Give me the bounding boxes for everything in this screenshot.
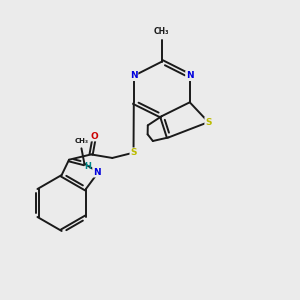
Text: H: H: [85, 162, 92, 171]
Text: N: N: [93, 168, 100, 177]
Text: S: S: [130, 148, 137, 157]
Text: CH₃: CH₃: [154, 27, 170, 36]
Text: S: S: [205, 118, 212, 127]
Text: O: O: [90, 132, 98, 141]
Text: N: N: [186, 71, 194, 80]
Text: N: N: [130, 71, 138, 80]
Text: CH₃: CH₃: [74, 138, 88, 144]
